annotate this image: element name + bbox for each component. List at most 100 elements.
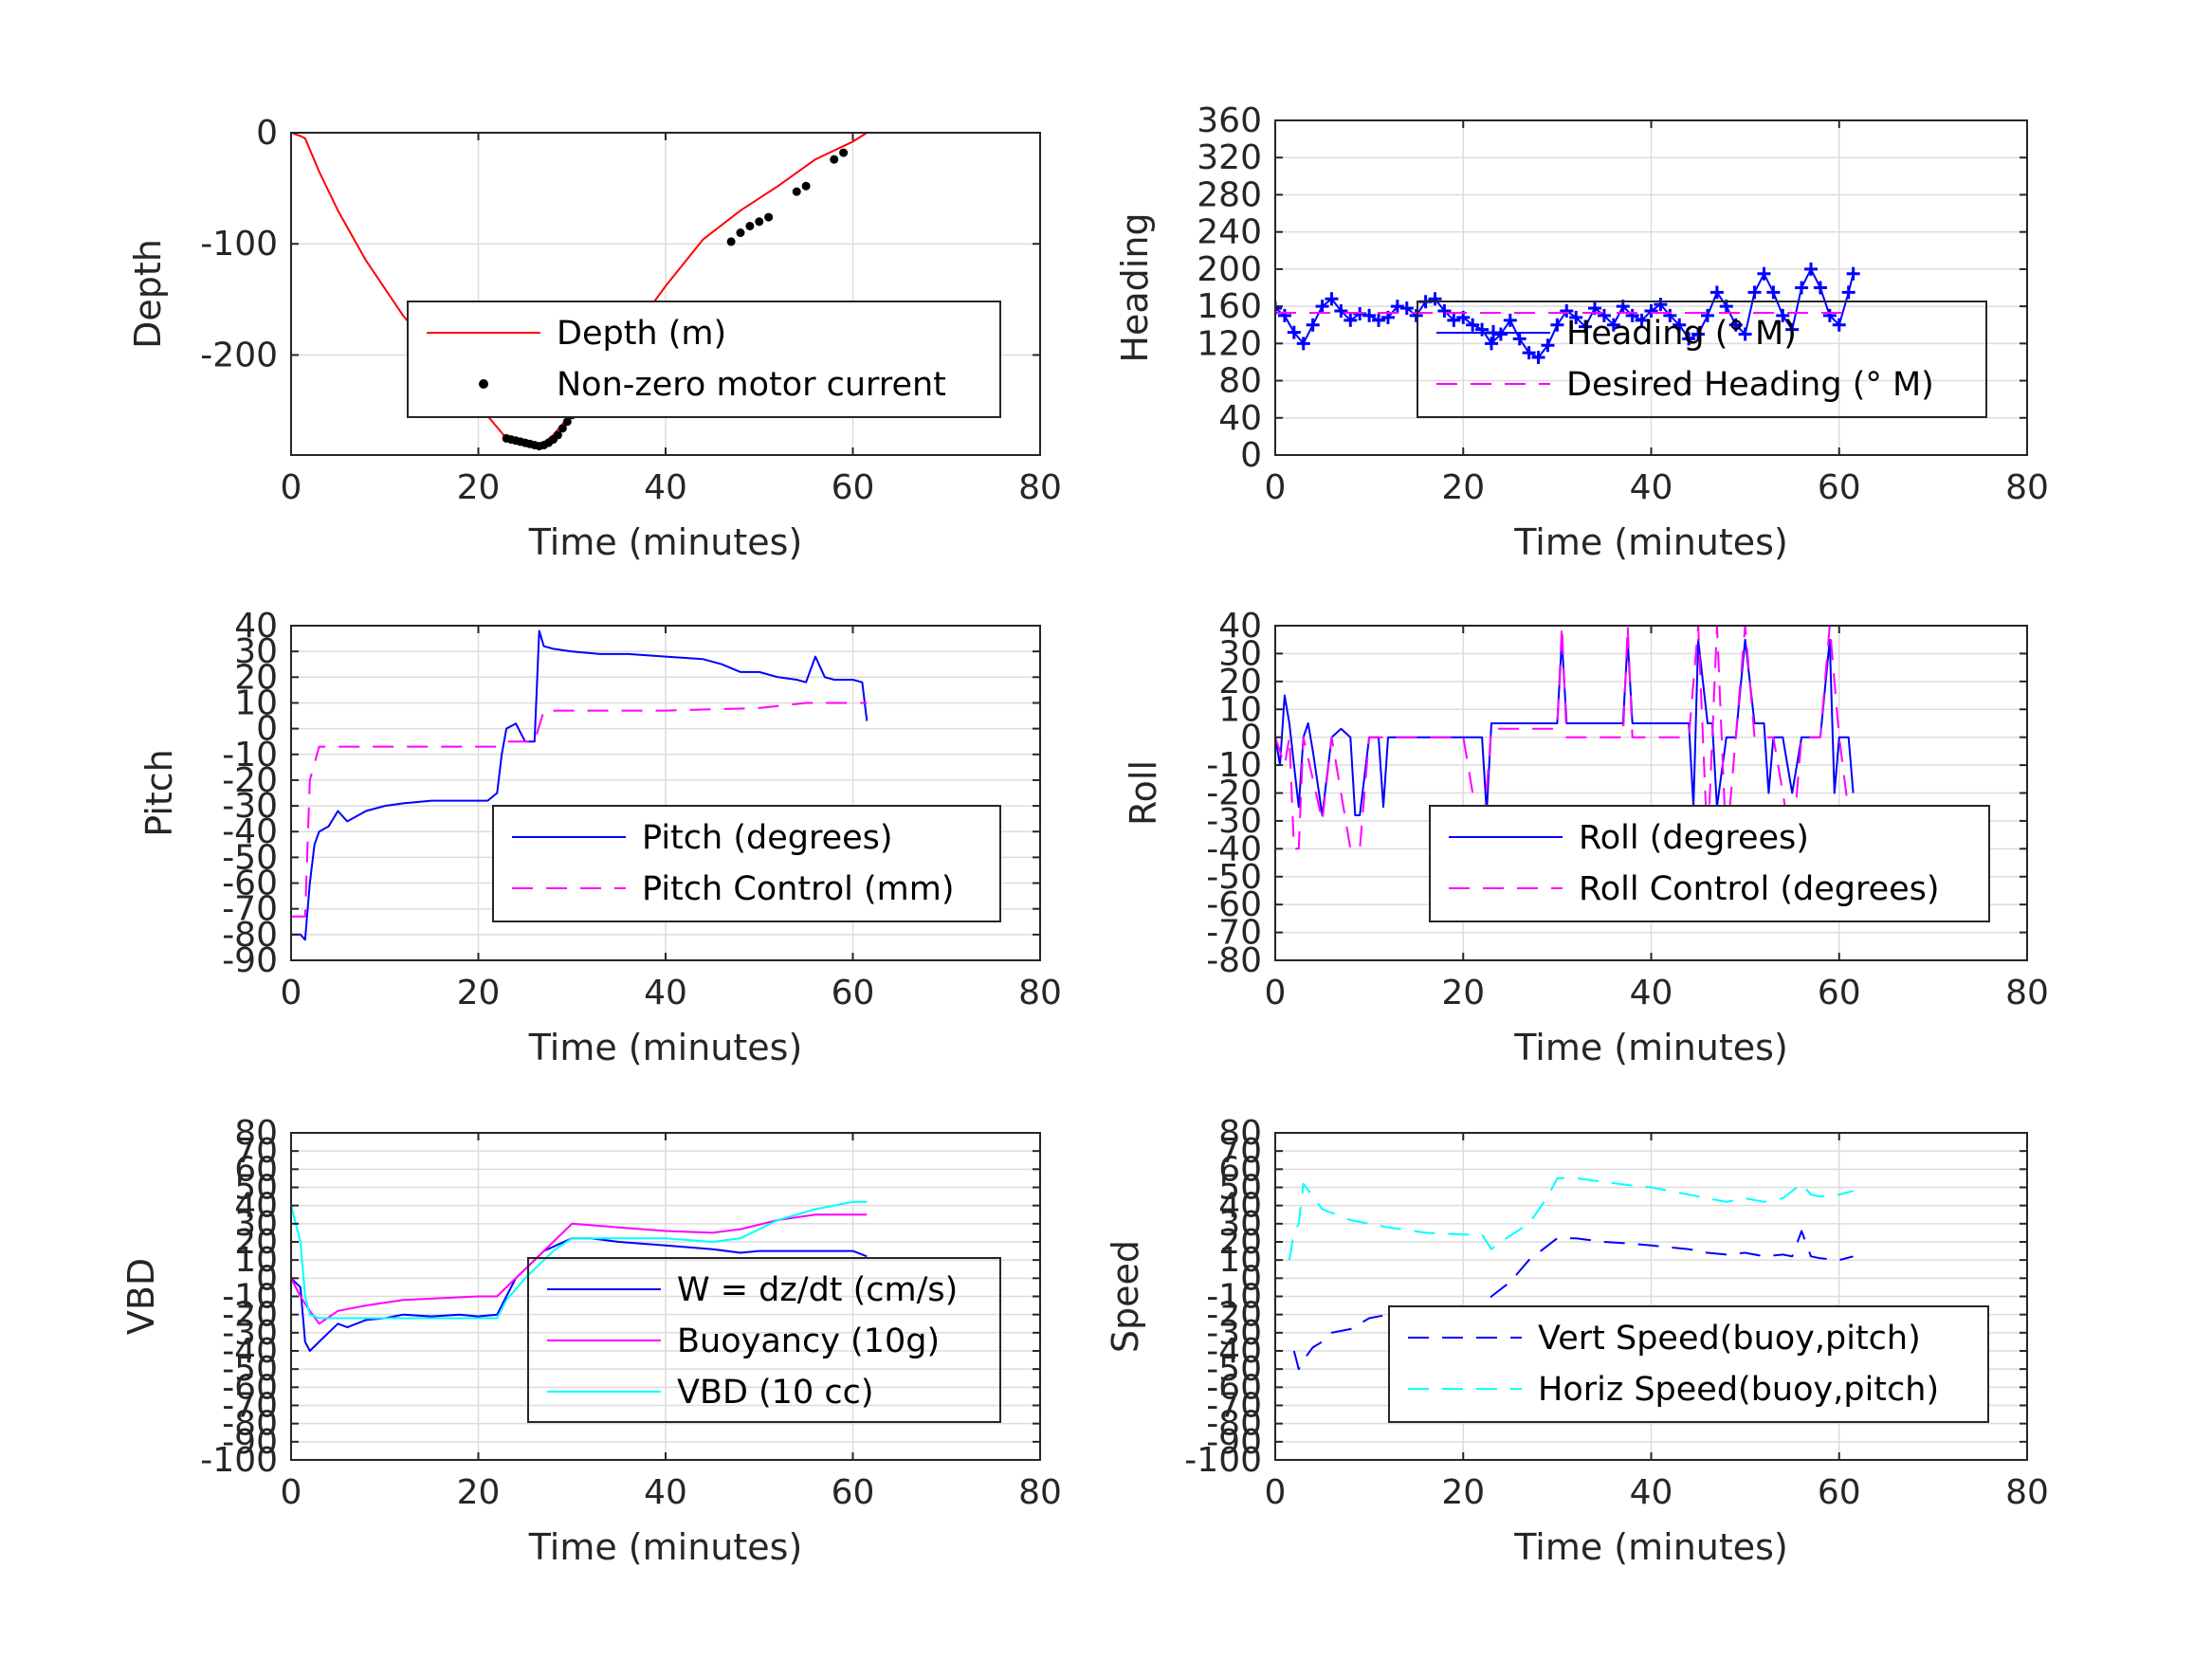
y-tick-label: -50: [1206, 858, 1262, 897]
y-tick-label: 20: [234, 1223, 278, 1262]
data-point: [764, 212, 774, 222]
y-tick-label: 0: [1240, 719, 1262, 757]
legend-label: Heading (° M): [1566, 315, 1797, 353]
y-tick-label: 30: [234, 632, 278, 671]
y-tick-label: 40: [234, 607, 278, 646]
x-tick-label: 0: [1265, 468, 1287, 507]
y-tick-label: 50: [234, 1169, 278, 1208]
y-tick-label: -80: [1206, 941, 1262, 980]
x-tick-label: 20: [457, 974, 501, 1012]
x-tick-label: 60: [1818, 468, 1861, 507]
x-tick-label: 80: [1018, 468, 1062, 507]
plot-area: [1275, 626, 1855, 850]
data-point: [839, 148, 849, 157]
data-point: [1644, 304, 1658, 319]
y-tick-label: -80: [222, 916, 278, 955]
data-point: [1296, 337, 1310, 351]
data-point: [1315, 300, 1329, 314]
y-tick-label: 40: [1218, 607, 1262, 646]
x-tick-label: 0: [281, 974, 302, 1012]
data-point: [1390, 300, 1404, 314]
data-point: [1550, 318, 1564, 332]
y-tick-label: -20: [1206, 1296, 1262, 1335]
series-line: [1275, 626, 1855, 850]
data-point: [745, 221, 755, 230]
y-axis-label: Speed: [1105, 1240, 1146, 1353]
y-tick-label: -100: [200, 225, 278, 264]
legend: Roll (degrees) Roll Control (degrees): [1429, 805, 1990, 922]
data-point: [553, 430, 562, 440]
y-tick-label: 0: [256, 710, 278, 749]
data-point: [1804, 262, 1819, 276]
data-point: [1362, 308, 1377, 322]
data-point: [1822, 308, 1837, 322]
y-tick-label: -60: [222, 1368, 278, 1407]
y-tick-label: -70: [1206, 914, 1262, 953]
y-tick-label: 10: [234, 1241, 278, 1280]
data-point: [1334, 304, 1348, 319]
data-point: [1287, 325, 1301, 339]
y-tick-label: -10: [1206, 746, 1262, 785]
series-line: [1275, 638, 1855, 816]
data-point: [1277, 308, 1291, 322]
y-tick-label: 20: [234, 658, 278, 697]
data-point: [1522, 346, 1536, 360]
chart-depth: 0 20 40 60 80 0 -100 -200 Time (minutes) Depth Dep…: [127, 114, 1062, 563]
legend-label: Depth (m): [557, 315, 726, 353]
y-tick-label: 30: [1218, 634, 1262, 673]
y-tick-label: 10: [1218, 1241, 1262, 1280]
y-tick-label: -20: [222, 761, 278, 800]
plot-area: [291, 1200, 868, 1352]
series-line: [291, 629, 868, 941]
data-point: [1766, 285, 1781, 300]
x-axis-label: Time (minutes): [1513, 521, 1788, 563]
data-point: [736, 228, 745, 238]
data-point: [1728, 318, 1743, 332]
data-point: [1682, 332, 1696, 346]
x-tick-label: 80: [1018, 1473, 1062, 1512]
data-point: [1531, 351, 1545, 365]
y-tick-label: -70: [222, 890, 278, 929]
x-tick-label: 80: [2005, 974, 2049, 1012]
y-tick-label: 70: [1218, 1132, 1262, 1171]
legend-marker: [1486, 325, 1501, 340]
y-tick-label: 10: [1218, 690, 1262, 729]
y-tick-label: 80: [1218, 1114, 1262, 1153]
y-tick-label: -50: [222, 838, 278, 877]
legend: W = dz/dt (cm/s) Buoyancy (10g) VBD (10 cc…: [527, 1257, 1001, 1423]
x-tick-label: 0: [1265, 1473, 1287, 1512]
y-tick-label: 50: [1218, 1169, 1262, 1208]
y-tick-label: 70: [234, 1132, 278, 1171]
x-tick-label: 60: [832, 974, 875, 1012]
x-tick-label: 80: [1018, 974, 1062, 1012]
chart-roll: 0 20 40 60 80403020100-10-20-30-40-50-60-70-…: [1123, 607, 2049, 1068]
y-axis-label: VBD: [120, 1258, 162, 1335]
y-tick-label: 120: [1197, 324, 1262, 363]
x-tick-label: 40: [1630, 974, 1673, 1012]
x-tick-label: 60: [1818, 1473, 1861, 1512]
legend-marker: [479, 379, 488, 389]
legend-box: [407, 301, 1001, 418]
y-tick-label: 60: [1218, 1150, 1262, 1189]
data-point: [1428, 292, 1442, 306]
x-tick-label: 40: [1630, 468, 1673, 507]
data-point: [1691, 327, 1706, 341]
data-point: [1475, 322, 1490, 337]
data-point: [1306, 318, 1320, 332]
data-point: [562, 417, 572, 427]
data-point: [558, 424, 567, 433]
data-point: [1493, 327, 1508, 341]
data-point: [1560, 304, 1574, 319]
y-tick-label: 160: [1197, 287, 1262, 326]
y-tick-label: -90: [222, 941, 278, 980]
data-point: [1372, 313, 1386, 327]
chart-vbd: 0 20 40 60 8080706050403020100-10-20-30-40-5…: [120, 1114, 1062, 1568]
y-tick-label: 240: [1197, 213, 1262, 252]
y-tick-label: -40: [222, 812, 278, 851]
data-point: [1437, 304, 1452, 319]
x-tick-label: 20: [457, 1473, 501, 1512]
y-tick-label: 40: [1218, 1187, 1262, 1226]
data-point: [1484, 337, 1498, 351]
data-point: [830, 155, 839, 164]
legend: Depth (m) Non-zero motor current: [407, 301, 1001, 418]
